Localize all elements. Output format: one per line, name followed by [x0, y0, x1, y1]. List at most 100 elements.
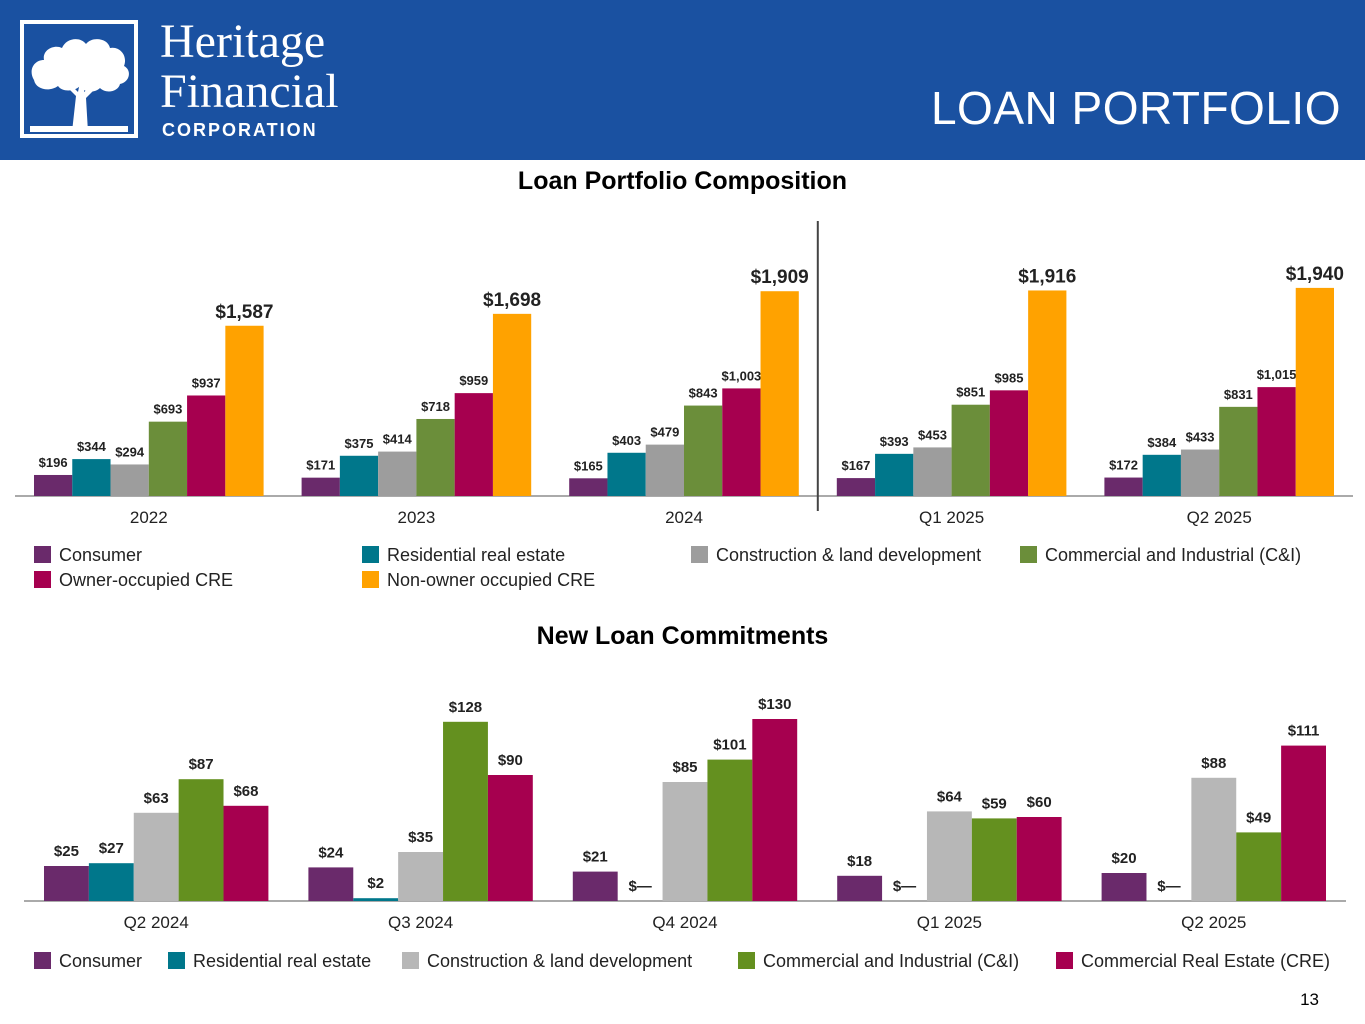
- legend-swatch-construction-land-development: [691, 546, 708, 563]
- commitments-chart-title: New Loan Commitments: [536, 622, 829, 650]
- legend-swatch-commercial-real-estate-cre: [1056, 952, 1073, 969]
- bar-construction-land-development-q1-2025: [913, 447, 952, 496]
- bar-consumer-q2-2025: [1101, 873, 1147, 901]
- bar-consumer-q2-2024: [44, 866, 89, 901]
- x-tick-label: Q4 2024: [652, 913, 717, 932]
- legend-label: Owner-occupied CRE: [59, 570, 233, 590]
- data-label: $985: [995, 370, 1024, 385]
- data-label: $49: [1246, 809, 1271, 826]
- bar-owner-occupied-cre-2023: [454, 393, 493, 496]
- legend-label: Construction & land development: [716, 545, 981, 565]
- data-label: $63: [144, 790, 169, 807]
- bar-residential-real-estate-q1-2025: [875, 453, 914, 496]
- data-label: $21: [583, 849, 608, 866]
- bar-non-owner-occupied-cre-q1-2025: [1028, 290, 1067, 496]
- bar-owner-occupied-cre-2022: [187, 395, 226, 496]
- data-label: $24: [318, 844, 344, 861]
- data-label: $64: [937, 788, 963, 805]
- data-label: $59: [982, 795, 1007, 812]
- bar-residential-real-estate-2024: [607, 452, 646, 496]
- data-label: $1,916: [1018, 266, 1076, 287]
- bar-non-owner-occupied-cre-2023: [492, 313, 532, 496]
- data-label: $344: [77, 439, 107, 454]
- bar-non-owner-occupied-cre-2022: [225, 325, 264, 496]
- x-tick-label: Q2 2025: [1187, 508, 1252, 527]
- legend-label: Consumer: [59, 951, 142, 971]
- data-label: $851: [956, 385, 985, 400]
- legend-swatch-commercial-and-industrial-c-i: [738, 952, 755, 969]
- bar-commercial-and-industrial-c-i-q1-2025: [951, 404, 990, 496]
- data-label: $20: [1112, 850, 1137, 867]
- bar-consumer-q1-2025: [837, 875, 883, 901]
- data-label: $843: [689, 386, 718, 401]
- data-label: $27: [99, 840, 124, 857]
- brand-name-line3: CORPORATION: [162, 120, 318, 140]
- data-label: $403: [612, 433, 641, 448]
- oak-tree-icon: [20, 20, 138, 138]
- legend-swatch-residential-real-estate: [362, 546, 379, 563]
- legend-swatch-consumer: [34, 546, 51, 563]
- bar-commercial-and-industrial-c-i-2022: [148, 421, 188, 496]
- bar-commercial-and-industrial-c-i-2023: [416, 418, 455, 496]
- bar-commercial-and-industrial-c-i-q1-2025: [971, 818, 1017, 901]
- data-label: $85: [672, 759, 697, 776]
- legend-label: Commercial and Industrial (C&I): [1045, 545, 1301, 565]
- data-label: $165: [574, 458, 603, 473]
- bar-commercial-and-industrial-c-i-q2-2025: [1236, 832, 1282, 901]
- data-label: $384: [1147, 435, 1177, 450]
- data-label: $35: [408, 829, 433, 846]
- data-label: $1,587: [215, 302, 273, 323]
- page-title: LOAN PORTFOLIO: [930, 82, 1341, 134]
- bar-construction-land-development-2024: [645, 444, 684, 496]
- legend-label: Residential real estate: [387, 545, 565, 565]
- x-tick-label: 2022: [130, 508, 168, 527]
- data-label: $393: [880, 434, 909, 449]
- data-label: $128: [449, 699, 482, 716]
- data-label: $111: [1288, 723, 1320, 740]
- data-label: $414: [383, 432, 413, 447]
- commitments-chart: $25 $27 $63 $87 $68 Q2 2024 $24 $2 $35 $128 $90 Q3 …: [24, 696, 1346, 971]
- bar-residential-real-estate-2022: [72, 459, 111, 496]
- bar-commercial-real-estate-cre-q1-2025: [1016, 817, 1062, 901]
- legend-swatch-owner-occupied-cre: [34, 571, 51, 588]
- data-label: $—: [893, 878, 916, 895]
- bar-construction-land-development-2023: [378, 451, 417, 496]
- data-label: $937: [192, 375, 221, 390]
- data-label: $171: [306, 458, 335, 473]
- composition-chart: $196 $344 $294 $693 $937 $1,587 2022 $171 $375 $4…: [15, 221, 1353, 590]
- bar-residential-real-estate-q2-2025: [1142, 454, 1181, 496]
- bar-construction-land-development-q3-2024: [398, 852, 444, 901]
- bar-commercial-and-industrial-c-i-q2-2025: [1219, 406, 1258, 496]
- bar-consumer-q4-2024: [572, 871, 618, 901]
- data-label: $1,698: [483, 290, 541, 311]
- bar-consumer-q3-2024: [308, 867, 354, 901]
- data-label: $172: [1109, 458, 1138, 473]
- data-label: $718: [421, 399, 450, 414]
- bar-consumer-q1-2025: [836, 478, 876, 496]
- page-number: 13: [1300, 990, 1319, 1009]
- bar-residential-real-estate-q2-2024: [88, 863, 134, 901]
- legend-swatch-construction-land-development: [402, 952, 419, 969]
- data-label: $375: [345, 436, 374, 451]
- bar-commercial-and-industrial-c-i-q3-2024: [443, 721, 488, 901]
- bar-construction-land-development-q2-2024: [133, 812, 179, 901]
- data-label: $1,940: [1286, 264, 1344, 285]
- x-tick-label: Q1 2025: [919, 508, 984, 527]
- bar-construction-land-development-q1-2025: [926, 811, 972, 901]
- x-tick-label: Q2 2025: [1181, 913, 1246, 932]
- data-label: $433: [1186, 430, 1215, 445]
- bar-residential-real-estate-q3-2024: [353, 898, 399, 901]
- legend-label: Residential real estate: [193, 951, 371, 971]
- data-label: $479: [650, 425, 679, 440]
- data-label: $90: [498, 752, 523, 769]
- legend-label: Commercial Real Estate (CRE): [1081, 951, 1330, 971]
- legend-swatch-non-owner-occupied-cre: [362, 571, 379, 588]
- bar-commercial-and-industrial-c-i-2024: [684, 405, 723, 496]
- data-label: $196: [39, 455, 68, 470]
- data-label: $453: [918, 427, 947, 442]
- legend-swatch-commercial-and-industrial-c-i: [1020, 546, 1037, 563]
- data-label: $2: [367, 875, 384, 892]
- bar-owner-occupied-cre-2024: [722, 388, 761, 496]
- bar-consumer-2023: [301, 477, 340, 496]
- data-label: $60: [1027, 794, 1052, 811]
